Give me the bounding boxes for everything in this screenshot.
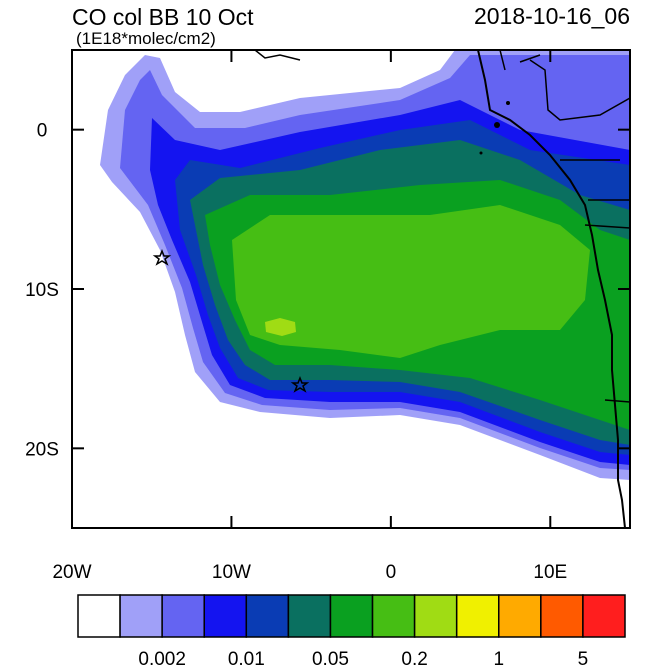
colorbar-box xyxy=(540,594,584,638)
colorbar-box xyxy=(161,594,205,638)
colorbar-label: 0.05 xyxy=(312,649,349,667)
station-marker xyxy=(290,375,310,393)
island xyxy=(479,151,483,155)
colorbar-label: 1 xyxy=(493,649,504,667)
x-tick-label: 10W xyxy=(212,562,251,583)
x-tick-label: 0 xyxy=(386,562,397,583)
border xyxy=(254,50,630,403)
colorbar-box xyxy=(203,594,248,638)
colorbar: 0.002 0.01 0.05 0.2 1 5 xyxy=(77,594,626,670)
colorbar-box xyxy=(498,594,542,638)
colorbar-box xyxy=(245,594,290,638)
y-tick-label: 0 xyxy=(37,121,48,142)
colorbar-label: 5 xyxy=(578,649,589,667)
x-tick-label: 20W xyxy=(52,562,91,583)
colorbar-box xyxy=(582,594,626,638)
colorbar-box xyxy=(77,594,121,638)
y-tick-label: 20S xyxy=(25,439,59,460)
y-tick-label: 10S xyxy=(25,280,59,301)
colorbar-box xyxy=(413,594,458,638)
date-label: 2018-10-16_06 xyxy=(474,3,630,29)
colorbar-box xyxy=(119,594,163,638)
axes: 20W 10W 0 10E 0 10S 20S xyxy=(25,50,630,583)
x-tick-label: 10E xyxy=(533,562,567,583)
station-marker xyxy=(152,248,172,266)
colorbar-box xyxy=(455,594,500,638)
chart-title: CO col BB 10 Oct xyxy=(72,4,254,30)
chart-subtitle: (1E18*molec/cm2) xyxy=(76,29,216,48)
colorbar-label: 0.2 xyxy=(401,649,427,667)
colorbar-label: 0.01 xyxy=(228,649,265,667)
colorbar-box xyxy=(329,594,374,638)
colorbar-box xyxy=(287,594,332,638)
island xyxy=(506,101,510,105)
coastline xyxy=(477,50,626,528)
colorbar-box xyxy=(371,594,416,638)
map-field xyxy=(72,50,630,528)
colorbar-label: 0.002 xyxy=(138,649,186,667)
contour-fill xyxy=(232,205,590,358)
contour-fill xyxy=(265,318,296,336)
island xyxy=(494,122,500,128)
